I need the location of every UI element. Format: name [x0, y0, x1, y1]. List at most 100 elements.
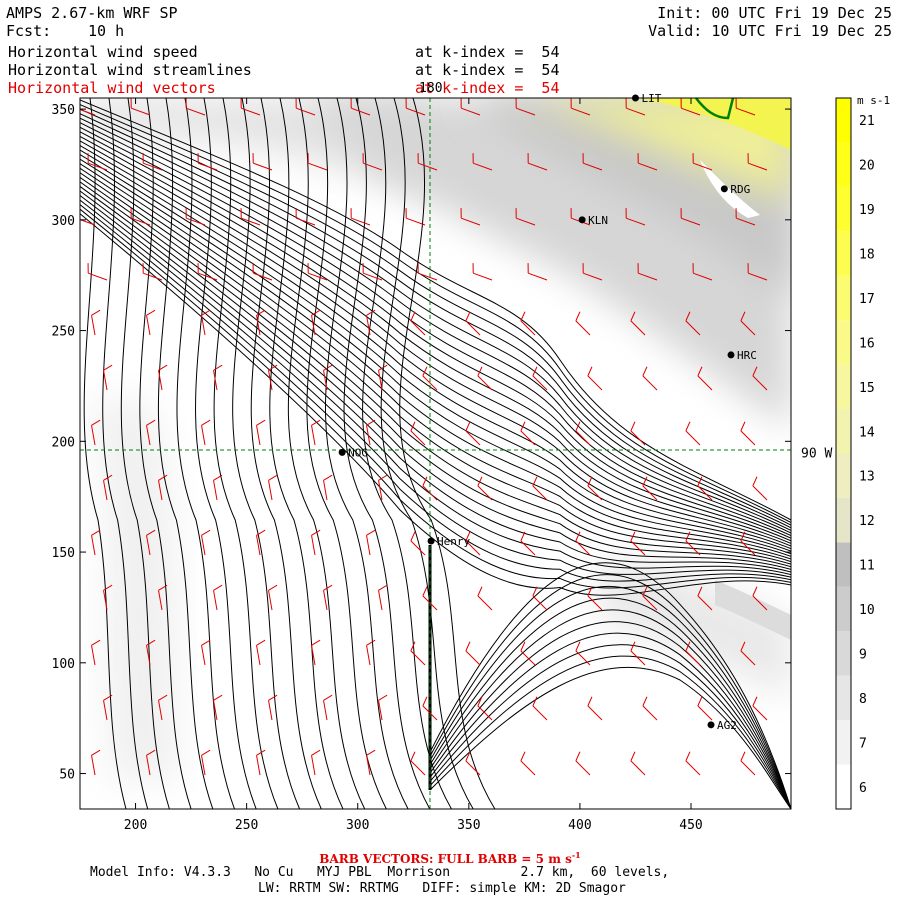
- barb-staff: [158, 590, 163, 611]
- wind-barb: [477, 586, 493, 611]
- barb-staff: [406, 217, 426, 226]
- streamline: [176, 98, 235, 809]
- barb-staff: [697, 375, 713, 391]
- barb-staff: [642, 705, 658, 721]
- barb-flag: [575, 751, 581, 762]
- barb-staff: [693, 162, 713, 171]
- barb-staff: [253, 162, 273, 171]
- barb-staff: [378, 700, 383, 721]
- barb-staff: [268, 370, 273, 391]
- colorbar-swatch: [836, 453, 851, 498]
- wind-barb: [527, 263, 548, 281]
- barb-flag: [630, 311, 636, 322]
- streamline: [306, 98, 387, 809]
- wind-barb: [366, 749, 376, 776]
- colorbar-label: 17: [859, 292, 875, 307]
- wind-barb: [747, 153, 768, 171]
- barb-vector-note: BARB VECTORS: FULL BARB = 5 m s-1: [319, 850, 581, 866]
- barb-flag: [685, 751, 691, 762]
- wind-barbs: [80, 98, 768, 776]
- wind-barb: [630, 421, 646, 446]
- station-label: NOG: [348, 446, 368, 459]
- wind-barb: [405, 98, 426, 116]
- wind-barb: [130, 208, 151, 226]
- barb-flag: [201, 639, 211, 646]
- wind-barb: [740, 641, 756, 666]
- colorbar-swatch: [836, 98, 851, 143]
- station-marker: [338, 448, 346, 456]
- parallel-label: 90 W: [801, 446, 832, 461]
- barb-staff: [323, 700, 328, 721]
- barb-flag: [587, 366, 593, 377]
- wind-barb: [91, 749, 101, 776]
- wind-barb: [587, 696, 603, 721]
- wind-barb: [417, 153, 438, 171]
- barb-staff: [201, 315, 206, 336]
- barb-flag: [158, 364, 168, 371]
- wind-barb: [103, 474, 113, 501]
- barb-flag: [752, 476, 758, 487]
- wind-barb: [752, 586, 768, 611]
- barb-staff: [477, 595, 493, 611]
- barb-flag: [103, 474, 113, 481]
- barb-staff: [638, 272, 658, 281]
- barb-staff: [201, 755, 206, 776]
- colorbar-swatch: [836, 675, 851, 721]
- wind-barb: [142, 263, 163, 281]
- barb-flag: [366, 419, 376, 426]
- barb-flag: [587, 696, 593, 707]
- barb-flag: [740, 421, 746, 432]
- streamline: [80, 199, 791, 578]
- barb-staff: [410, 320, 426, 336]
- streamline: [362, 98, 452, 809]
- barb-staff: [256, 755, 261, 776]
- wind-barb: [158, 694, 168, 721]
- wind-barb: [642, 476, 658, 501]
- barb-staff: [532, 705, 548, 721]
- barb-flag: [477, 586, 483, 597]
- wind-barb: [185, 208, 206, 226]
- barb-staff: [685, 430, 701, 446]
- barb-staff: [363, 162, 383, 171]
- barb-staff: [575, 320, 591, 336]
- wind-barb: [575, 751, 591, 776]
- wind-barb: [465, 751, 481, 776]
- wind-barb: [197, 153, 218, 171]
- barb-staff: [520, 320, 536, 336]
- streamline: [80, 108, 791, 526]
- barb-flag: [378, 364, 388, 371]
- wind-barb: [680, 98, 701, 116]
- barb-staff: [323, 370, 328, 391]
- barb-staff: [473, 162, 493, 171]
- barb-staff: [253, 272, 273, 281]
- barb-flag: [520, 641, 526, 652]
- colorbar-label: 12: [859, 514, 875, 529]
- streamline: [232, 98, 301, 809]
- wind-barb: [240, 98, 261, 116]
- barb-staff: [363, 272, 383, 281]
- barb-flag: [213, 584, 223, 591]
- barb-staff: [311, 645, 316, 666]
- wind-barb: [185, 98, 206, 116]
- barb-staff: [685, 540, 701, 556]
- wind-barb: [91, 639, 101, 666]
- barb-staff: [575, 540, 591, 556]
- barb-flag: [103, 584, 113, 591]
- wind-barb: [697, 696, 713, 721]
- barb-flag: [532, 366, 538, 377]
- wind-barb: [350, 98, 371, 116]
- barb-staff: [378, 370, 383, 391]
- barb-flag: [642, 696, 648, 707]
- field-level-vectors: at k-index = 54: [415, 79, 560, 97]
- barb-flag: [422, 696, 428, 707]
- barb-staff: [213, 590, 218, 611]
- barb-flag: [268, 584, 278, 591]
- barb-flag: [103, 694, 113, 701]
- x-tick-label: 200: [124, 818, 147, 833]
- wind-barb: [213, 694, 223, 721]
- wind-barb: [311, 749, 321, 776]
- wind-barb: [80, 109, 96, 116]
- barb-flag: [642, 586, 648, 597]
- barb-flag: [630, 751, 636, 762]
